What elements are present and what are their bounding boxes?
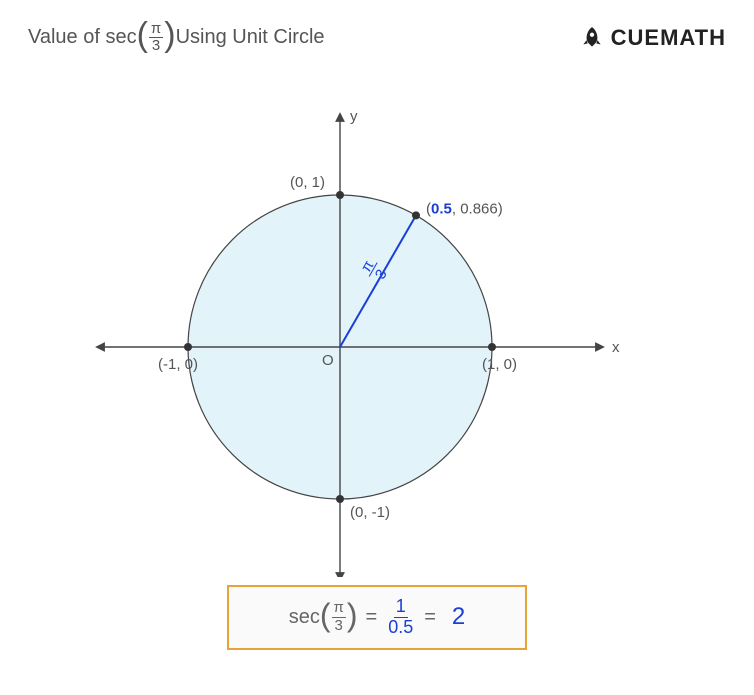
lparen-icon: (	[320, 597, 331, 634]
formula-value-fraction: 1 0.5	[386, 597, 415, 638]
point-top	[336, 191, 344, 199]
diagram-svg: x y O (0, 1) (0, -1) (-1, 0) (1, 0) (0.5, 0.866…	[0, 57, 754, 577]
point-right	[488, 343, 496, 351]
origin-label: O	[322, 352, 334, 369]
rocket-icon	[579, 25, 605, 51]
unit-circle-diagram: x y O (0, 1) (0, -1) (-1, 0) (1, 0) (0.5, 0.866…	[0, 57, 754, 577]
title-frac-num: π	[149, 21, 163, 39]
point-bottom	[336, 495, 344, 503]
point-top-label: (0, 1)	[290, 174, 325, 191]
equals-sign: =	[424, 606, 436, 629]
y-axis-label: y	[350, 108, 358, 125]
equals-sign: =	[366, 606, 378, 629]
formula-arg-den: 3	[333, 618, 345, 635]
title-prefix: Value of sec	[28, 26, 137, 49]
point-bottom-label: (0, -1)	[350, 504, 390, 521]
formula-func: sec	[289, 606, 320, 629]
rparen-icon: )	[347, 597, 358, 634]
title-suffix: Using Unit Circle	[176, 26, 325, 49]
title-fraction: π 3	[149, 21, 163, 55]
formula-result: 2	[452, 603, 465, 631]
point-left	[184, 343, 192, 351]
angle-point-label: (0.5, 0.866)	[426, 200, 503, 217]
lparen-icon: (	[137, 16, 148, 55]
formula-arg-num: π	[332, 600, 346, 618]
angle-point	[412, 211, 420, 219]
page-title: Value of sec ( π 3 ) Using Unit Circle	[28, 18, 325, 57]
point-right-label: (1, 0)	[482, 356, 517, 373]
formula-frac-den: 0.5	[386, 618, 415, 638]
rparen-icon: )	[164, 16, 175, 55]
formula-box: sec ( π 3 ) = 1 0.5 = 2	[227, 585, 527, 650]
header: Value of sec ( π 3 ) Using Unit Circle C…	[0, 0, 754, 57]
title-frac-den: 3	[150, 38, 162, 55]
point-left-label: (-1, 0)	[158, 356, 198, 373]
formula-arg-fraction: π 3	[332, 600, 346, 634]
x-axis-label: x	[612, 339, 620, 356]
brand-logo: CUEMATH	[579, 25, 726, 51]
logo-text: CUEMATH	[611, 25, 726, 51]
formula-frac-num: 1	[394, 597, 408, 618]
